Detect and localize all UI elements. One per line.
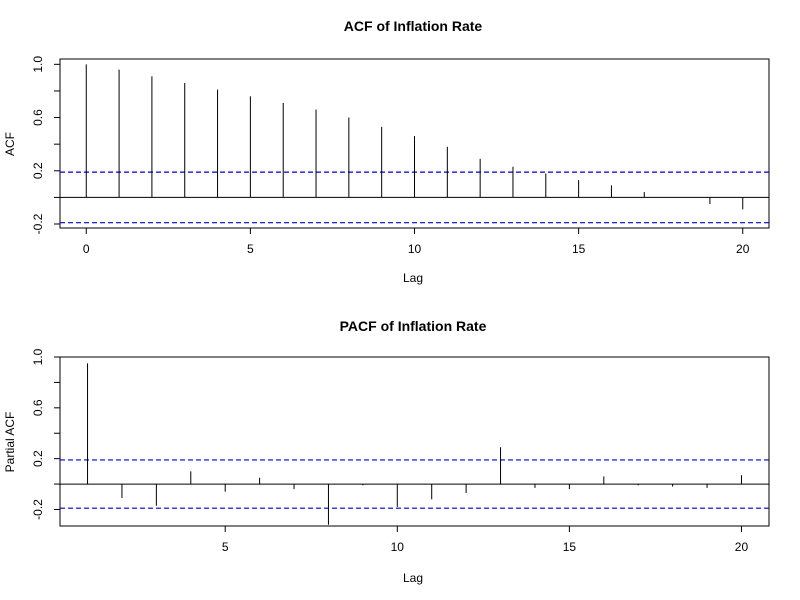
pacf-y-tick-label: 1.0	[31, 348, 45, 365]
pacf-y-tick-label: 0.2	[31, 450, 45, 467]
pacf-x-tick-label: 10	[391, 540, 405, 554]
acf-y-tick-label: 0.2	[31, 162, 45, 179]
acf-x-tick-label: 20	[736, 242, 750, 256]
pacf-plot-frame	[59, 356, 770, 527]
acf-chart-title: ACF of Inflation Rate	[344, 18, 483, 34]
pacf-y-axis-label: Partial ACF	[3, 412, 17, 473]
acf-x-axis-label: Lag	[403, 271, 423, 285]
pacf-y-tick-label: 0.6	[31, 399, 45, 416]
pacf-x-tick-label: 20	[735, 540, 749, 554]
pacf-x-tick-label: 15	[563, 540, 577, 554]
acf-x-tick-label: 15	[572, 242, 586, 256]
pacf-y-tick-label: -0.2	[31, 499, 45, 520]
acf-x-tick-label: 0	[83, 242, 90, 256]
acf-y-tick-label: 0.6	[31, 109, 45, 126]
pacf-x-tick-label: 5	[222, 540, 229, 554]
acf-x-tick-label: 10	[408, 242, 422, 256]
pacf-panel: PACF of Inflation Rate Lag Partial ACF 5…	[3, 318, 770, 585]
acf-y-tick-label: -0.2	[31, 213, 45, 234]
pacf-chart-title: PACF of Inflation Rate	[340, 318, 487, 334]
pacf-x-axis-label: Lag	[403, 571, 423, 585]
acf-panel: ACF of Inflation Rate Lag ACF 0 5 10 15 20 -0…	[3, 18, 770, 285]
acf-y-tick-label: 1.0	[31, 56, 45, 73]
acf-x-tick-label: 5	[247, 242, 254, 256]
acf-y-axis-label: ACF	[3, 132, 17, 156]
